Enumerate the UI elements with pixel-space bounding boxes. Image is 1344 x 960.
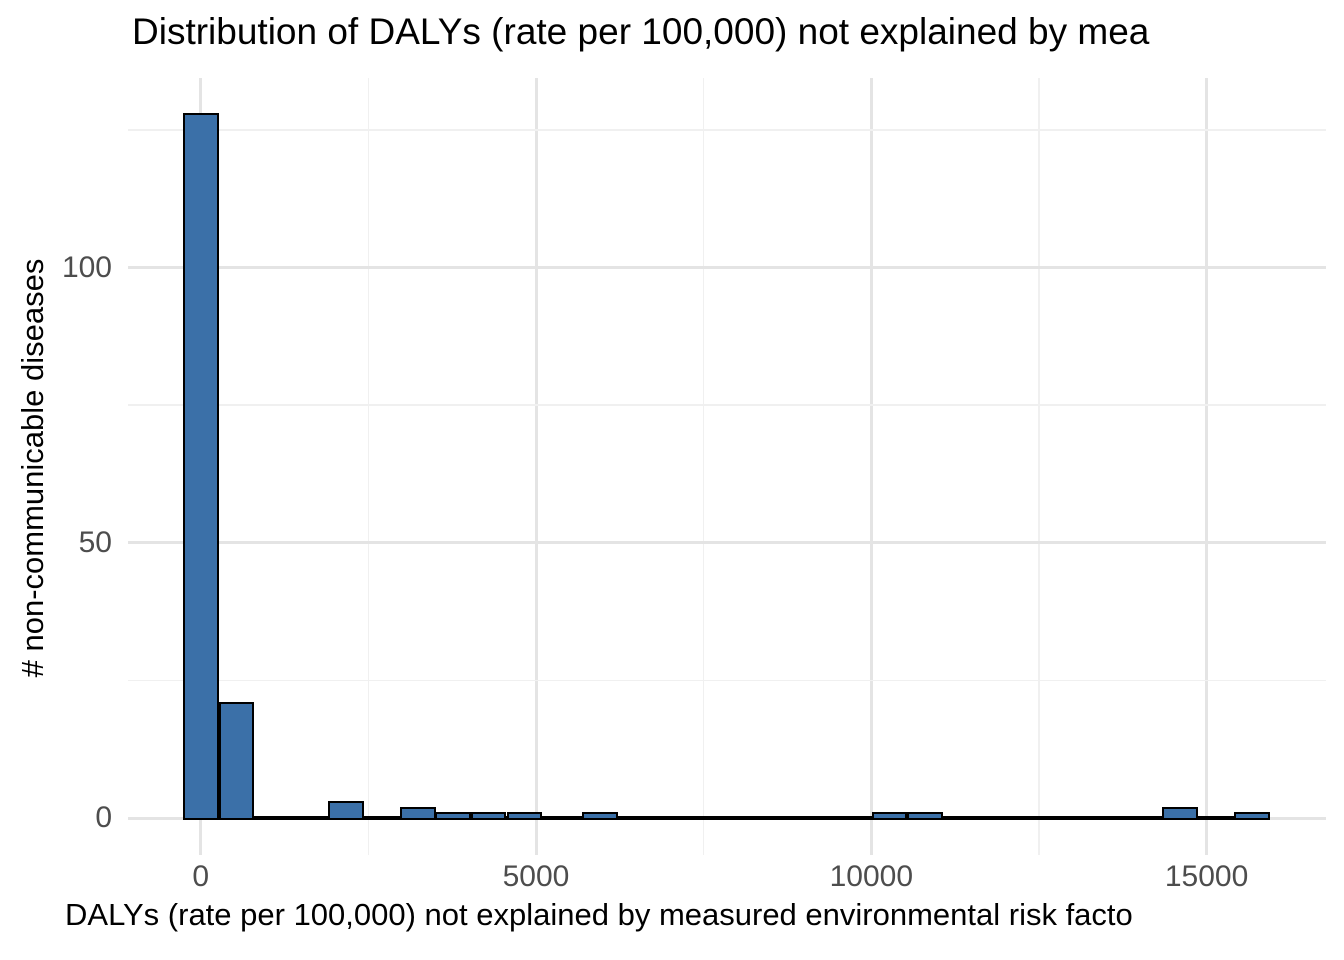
histogram-bar — [506, 812, 543, 820]
x-minor-gridline — [367, 78, 370, 855]
y-major-gridline — [128, 266, 1326, 269]
x-minor-gridline — [702, 78, 705, 855]
x-major-gridline — [869, 78, 873, 855]
x-tick-label: 15000 — [1164, 860, 1249, 893]
y-minor-gridline — [128, 404, 1326, 406]
y-major-gridline — [128, 541, 1326, 545]
histogram-bar — [470, 812, 507, 820]
histogram-bar — [434, 812, 471, 820]
x-major-gridline — [1205, 78, 1209, 855]
histogram-bar — [871, 812, 908, 820]
histogram-bar — [218, 702, 255, 820]
x-minor-gridline — [1038, 78, 1040, 855]
y-tick-label: 100 — [61, 250, 112, 284]
histogram-bar — [182, 113, 219, 820]
x-major-gridline — [534, 78, 538, 855]
x-tick-label: 5000 — [502, 860, 570, 893]
histogram-bar — [400, 806, 436, 820]
y-tick-label: 0 — [95, 801, 112, 834]
histogram-bar — [907, 812, 943, 820]
chart-title: Distribution of DALYs (rate per 100,000)… — [132, 11, 1150, 52]
y-tick-label: 50 — [78, 525, 112, 559]
x-tick-label: 0 — [192, 860, 210, 893]
y-axis-title: # non-communicable diseases — [15, 258, 50, 678]
histogram-bar — [328, 801, 364, 820]
x-axis-title: DALYs (rate per 100,000) not explained b… — [65, 897, 1133, 932]
zero-count-baseline — [182, 815, 1271, 820]
histogram-bar — [581, 812, 618, 820]
histogram-bar — [1234, 812, 1271, 820]
x-tick-label: 10000 — [829, 860, 914, 893]
y-minor-gridline — [128, 679, 1326, 682]
y-minor-gridline — [128, 129, 1326, 131]
histogram-bar — [1161, 806, 1198, 820]
